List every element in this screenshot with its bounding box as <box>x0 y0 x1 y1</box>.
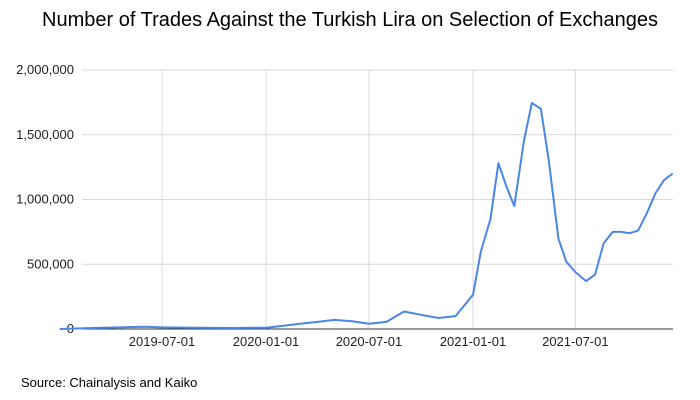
data-series-line <box>59 102 674 330</box>
source-note: Source: Chainalysis and Kaiko <box>21 375 198 390</box>
x-tick-label: 2019-07-01 <box>129 334 196 349</box>
x-tick-label: 2020-01-01 <box>233 334 300 349</box>
x-tick-label: 2021-07-01 <box>542 334 609 349</box>
y-tick-label: 500,000 <box>27 256 74 271</box>
y-tick-label: 1,500,000 <box>16 127 74 142</box>
x-tick-label: 2021-01-01 <box>440 334 507 349</box>
y-tick-label: 2,000,000 <box>16 62 74 77</box>
y-tick-label: 1,000,000 <box>16 192 74 207</box>
x-tick-label: 2020-07-01 <box>336 334 403 349</box>
chart-title: Number of Trades Against the Turkish Lir… <box>42 9 658 31</box>
